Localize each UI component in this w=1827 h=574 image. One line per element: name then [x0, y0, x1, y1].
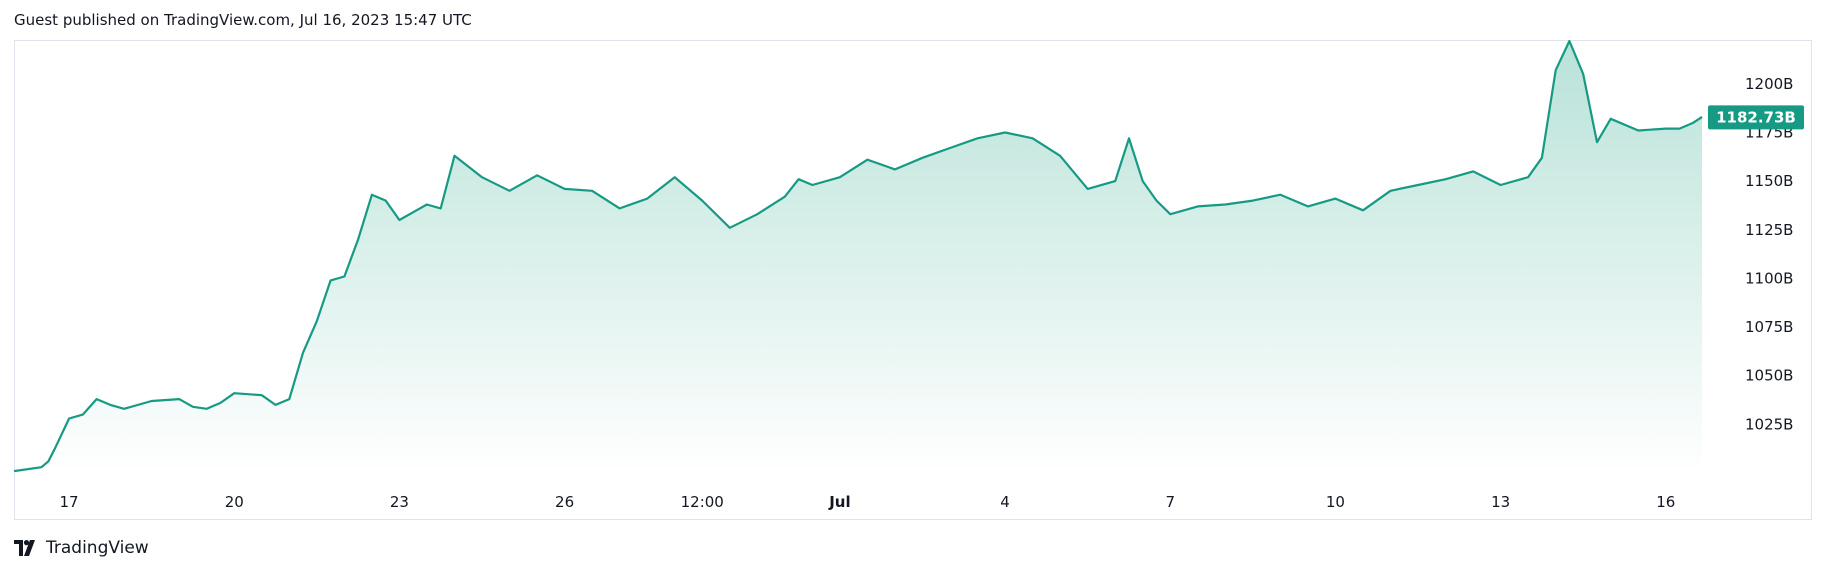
y-tick-label: 1125B: [1745, 221, 1793, 239]
last-value-tag: [1708, 105, 1804, 130]
tradingview-brand[interactable]: TradingView: [46, 538, 149, 558]
x-tick-label: 20: [225, 493, 244, 511]
y-tick-label: 1075B: [1745, 318, 1793, 336]
chart-frame: [14, 40, 1812, 520]
last-value-tag-layer: 1182.73B: [1708, 105, 1804, 130]
x-tick-label: 13: [1491, 493, 1510, 511]
x-tick-label: 7: [1165, 493, 1175, 511]
published-info: Guest published on TradingView.com, Jul …: [14, 11, 472, 29]
area-fill: [14, 41, 1702, 473]
x-tick-label: 26: [555, 493, 574, 511]
x-tick-label: 4: [1000, 493, 1010, 511]
y-tick-label: 1150B: [1745, 172, 1793, 190]
y-tick-label: 1025B: [1745, 415, 1793, 433]
x-tick-label: 23: [390, 493, 409, 511]
x-tick-label: 16: [1656, 493, 1675, 511]
x-tick-label: 10: [1326, 493, 1345, 511]
tradingview-logo-icon[interactable]: [14, 540, 40, 556]
x-tick-label: 17: [60, 493, 79, 511]
area-layer: [13, 39, 1703, 473]
footer: TradingView: [14, 538, 149, 558]
x-tick-label: 12:00: [681, 493, 724, 511]
y-tick-label: 1100B: [1745, 269, 1793, 287]
x-axis[interactable]: 17 20 23 26 12:00 Jul 4 7 10 13 16: [60, 493, 1676, 511]
last-value-label: 1182.73B: [1716, 108, 1796, 126]
y-tick-label: 1200B: [1745, 75, 1793, 93]
y-tick-label: 1050B: [1745, 367, 1793, 385]
x-tick-label: Jul: [828, 493, 850, 511]
